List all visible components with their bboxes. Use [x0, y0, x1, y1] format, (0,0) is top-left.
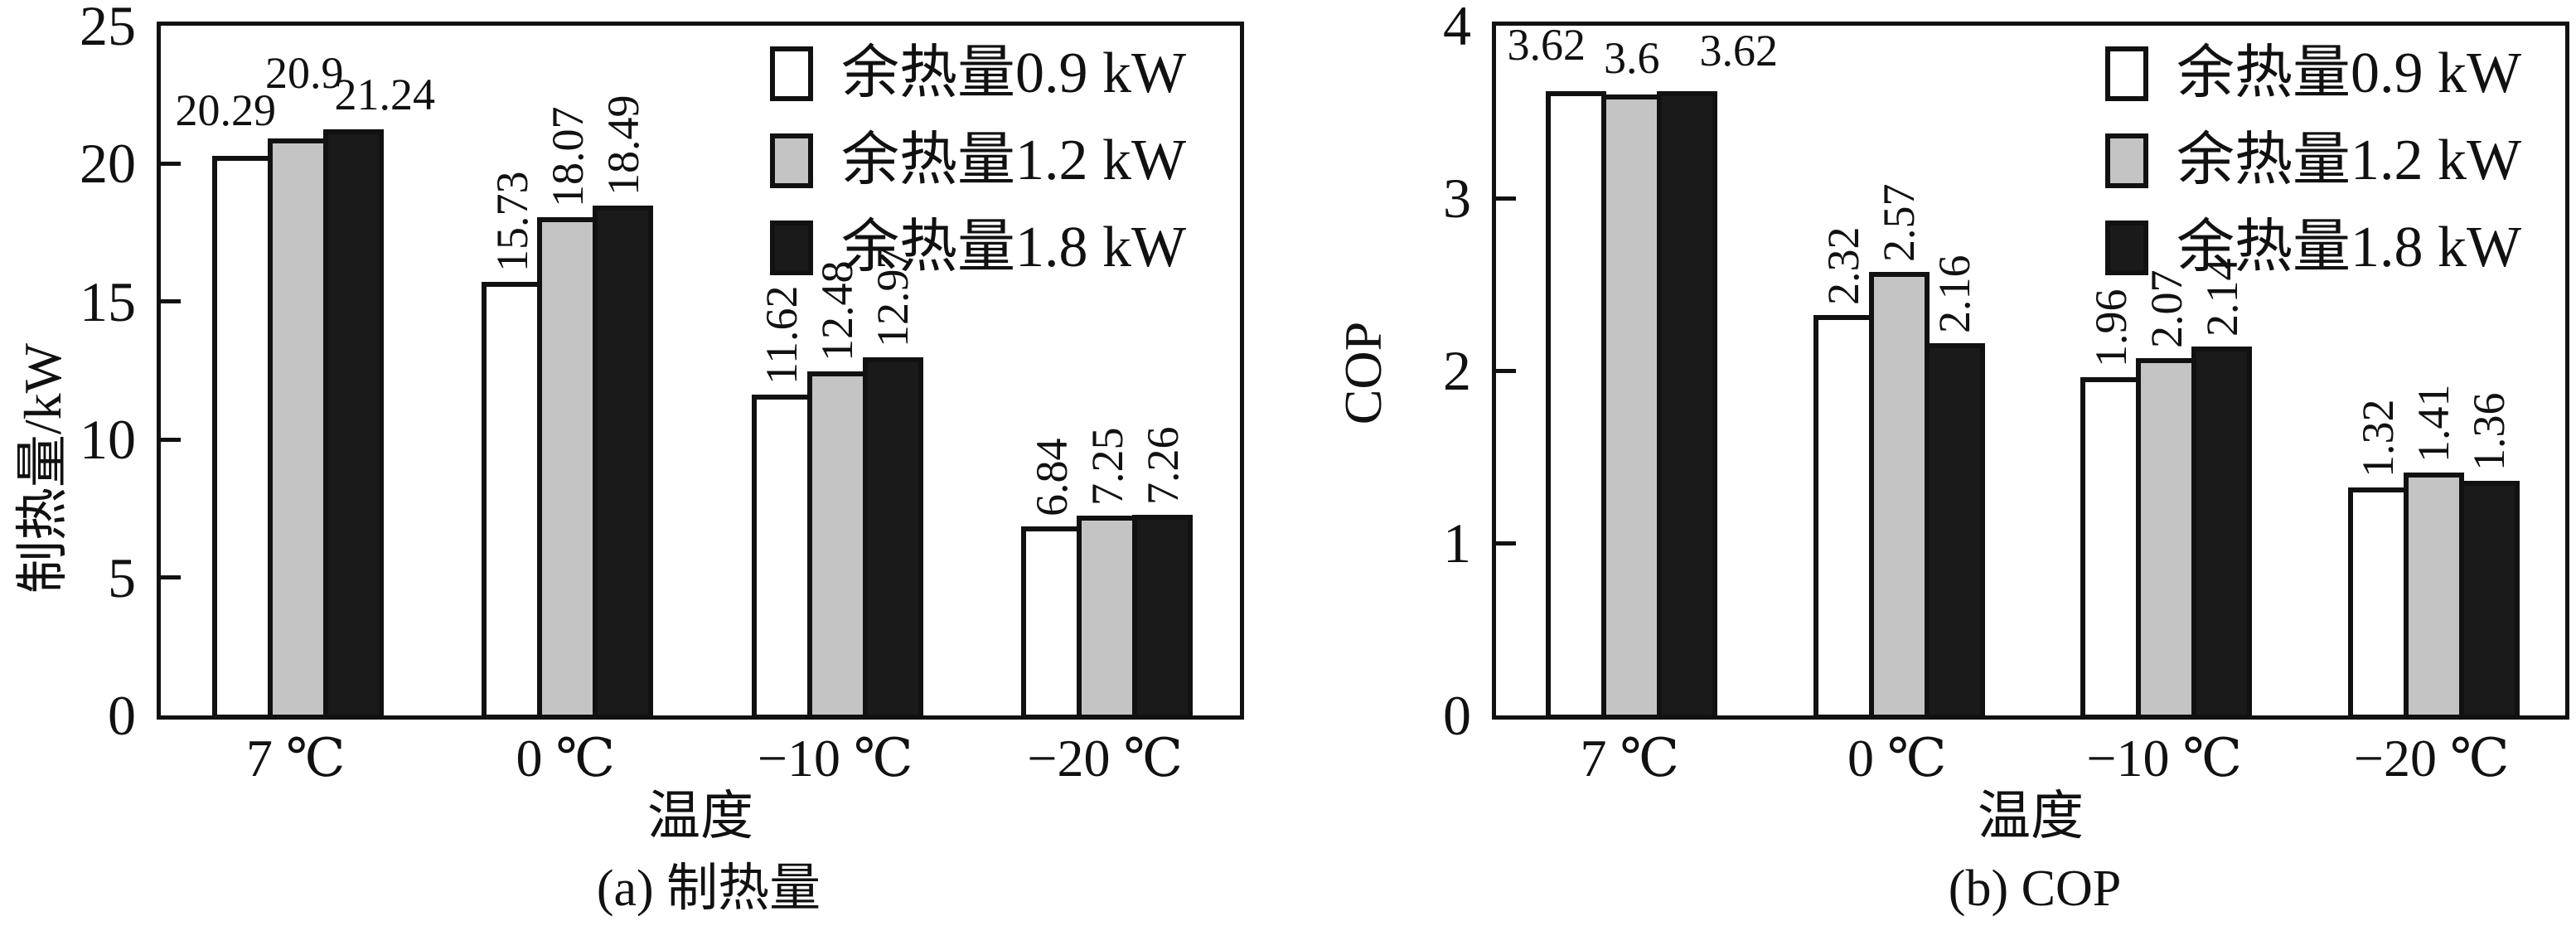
bar: [1132, 515, 1194, 720]
legend-label-1.8kw: 余热量1.8 kW: [2177, 216, 2522, 279]
bar-value-label: 3.6: [1604, 33, 1660, 84]
legend-swatch-1.8kw-icon: [770, 221, 813, 275]
y-tick-label: 20: [80, 132, 136, 196]
y-tick-label: 4: [1443, 0, 1471, 57]
bar-value-label: 2.14: [2196, 258, 2247, 337]
bar-value-label: 21.24: [334, 70, 436, 120]
bar: [2136, 358, 2197, 720]
bar: [2080, 377, 2142, 720]
y-tick: [161, 299, 181, 304]
y-tick: [161, 161, 181, 166]
bar: [1546, 91, 1607, 720]
y-tick-label: 25: [80, 0, 136, 57]
x-tick-label: 7 ℃: [1580, 729, 1680, 788]
bar: [1924, 342, 1985, 720]
legend-swatch-0.9kw-icon: [770, 46, 813, 101]
legend-item-0.9kw: 余热量0.9 kW: [770, 41, 1187, 105]
y-tick: [1496, 368, 1516, 373]
legend-swatch-0.9kw-icon: [2105, 46, 2148, 101]
bar-value-label: 2.07: [2141, 269, 2191, 349]
bar: [2458, 481, 2520, 720]
y-tick-label: 5: [108, 545, 136, 609]
bar: [211, 155, 273, 720]
y-tick-label: 3: [1443, 167, 1471, 230]
legend-label-0.9kw: 余热量0.9 kW: [2177, 41, 2522, 105]
bar-value-label: 18.49: [598, 95, 648, 196]
x-tick-label: −10 ℃: [757, 729, 913, 788]
bar-value-label: 3.62: [1699, 26, 1779, 76]
bar-value-label: 20.9: [265, 48, 344, 99]
y-tick-label: 1: [1443, 511, 1471, 575]
y-tick-label: 2: [1443, 339, 1471, 402]
y-tick: [1496, 196, 1516, 201]
bar-value-label: 1.36: [2464, 392, 2515, 472]
bar-value-label: 2.32: [1818, 226, 1869, 306]
bar: [2347, 487, 2409, 720]
legend-label-1.8kw: 余热量1.8 kW: [841, 216, 1187, 279]
y-tick-label: 0: [1443, 684, 1471, 747]
bar: [1077, 515, 1138, 720]
legend-swatch-1.2kw-icon: [2105, 133, 2148, 188]
bar-value-label: 1.41: [2409, 384, 2459, 463]
caption-heating: (a) 制热量: [596, 861, 821, 917]
bar-value-label: 15.73: [487, 171, 537, 272]
bar: [593, 205, 654, 720]
bar-value-label: 7.26: [1137, 426, 1188, 506]
legend-item-1.2kw: 余热量1.2 kW: [2105, 128, 2522, 192]
bar-value-label: 1.96: [2085, 288, 2136, 368]
legend-item-1.8kw: 余热量1.8 kW: [2105, 216, 2522, 279]
legend-heating: 余热量0.9 kW 余热量1.2 kW 余热量1.8 kW: [770, 41, 1187, 308]
bar: [1657, 91, 1718, 720]
x-tick-label: −10 ℃: [2086, 729, 2243, 788]
bar: [1813, 315, 1874, 720]
bar-value-label: 11.62: [757, 285, 807, 385]
y-tick-label: 15: [80, 269, 136, 333]
bar: [1868, 272, 1930, 720]
x-tick-label: 7 ℃: [245, 729, 346, 788]
bar: [322, 129, 384, 720]
bar-value-label: 6.84: [1026, 438, 1077, 517]
bar: [2191, 346, 2253, 720]
x-tick-label: 0 ℃: [1847, 729, 1947, 788]
x-axis-title-heating: 温度: [647, 787, 753, 846]
bar-value-label: 1.32: [2353, 399, 2404, 478]
x-tick-label: 0 ℃: [516, 729, 616, 788]
x-axis-title-cop: 温度: [1978, 787, 2084, 846]
legend-label-1.2kw: 余热量1.2 kW: [2177, 128, 2522, 192]
bar-value-label: 3.62: [1507, 20, 1586, 70]
bar-value-label: 20.29: [175, 85, 277, 135]
legend-swatch-1.2kw-icon: [770, 133, 813, 188]
y-tick: [161, 575, 181, 580]
y-tick-label: 10: [80, 408, 136, 472]
legend-label-0.9kw: 余热量0.9 kW: [841, 41, 1187, 105]
legend-item-0.9kw: 余热量0.9 kW: [2105, 41, 2522, 105]
legend-item-1.2kw: 余热量1.2 kW: [770, 128, 1187, 192]
bar: [482, 281, 543, 720]
x-tick-label: −20 ℃: [2353, 729, 2510, 788]
bar-value-label: 7.25: [1082, 427, 1132, 506]
bar-value-label: 2.57: [1874, 183, 1925, 263]
bar: [537, 216, 598, 720]
bar: [751, 395, 812, 720]
y-tick: [1496, 541, 1516, 545]
y-tick-label: 0: [108, 684, 136, 747]
legend-item-1.8kw: 余热量1.8 kW: [770, 216, 1187, 279]
bar: [806, 371, 868, 720]
bar: [1601, 95, 1663, 720]
caption-cop: (b) COP: [1948, 861, 2122, 917]
x-tick-label: −20 ℃: [1027, 729, 1184, 788]
bar: [1021, 526, 1082, 720]
bar: [267, 138, 328, 720]
bar-value-label: 2.16: [1930, 255, 1980, 333]
bar-value-label: 18.07: [542, 106, 593, 207]
legend-label-1.2kw: 余热量1.2 kW: [841, 128, 1187, 192]
y-tick: [161, 437, 181, 442]
bar-value-label: 12.97: [868, 246, 918, 348]
bar-value-label: 12.48: [812, 260, 863, 361]
bar: [862, 357, 923, 720]
legend-cop: 余热量0.9 kW 余热量1.2 kW 余热量1.8 kW: [2105, 41, 2522, 308]
bar: [2403, 472, 2464, 720]
legend-swatch-1.8kw-icon: [2105, 221, 2148, 275]
